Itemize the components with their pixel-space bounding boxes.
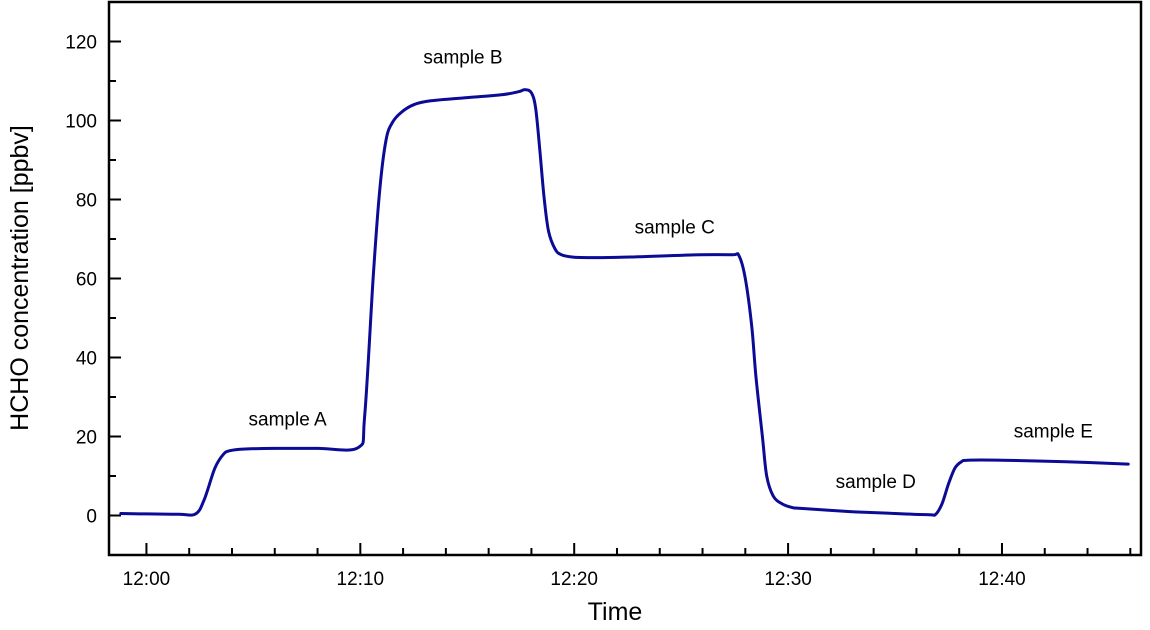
data-point [523,88,527,91]
data-point [928,513,931,516]
sample-annotation: sample C [635,217,715,238]
data-point [517,90,520,93]
data-point [560,253,563,256]
chart-marks: 12:00 12:10 12:20 12:30 12:40 0 20 40 60 80 100 120… [65,1,1132,590]
data-point [791,506,794,509]
x-tick-label: 12:30 [764,569,812,590]
data-point [966,459,969,462]
data-point [754,376,758,379]
data-point [799,507,803,510]
data-point [194,512,197,516]
data-point [538,150,542,154]
x-tick-label: 12:10 [337,569,385,590]
data-point [771,494,775,497]
y-tick-label: 100 [65,112,97,133]
data-point [934,513,937,516]
data-point [848,510,852,513]
series-line-hcho [119,88,1130,517]
data-point [947,482,950,486]
data-point [543,198,546,201]
data-point [412,103,415,106]
data-point [761,435,764,438]
data-point [384,139,388,142]
data-point [598,256,602,259]
data-point [953,466,957,470]
data-point [356,446,360,449]
y-tick-label: 120 [65,33,97,54]
data-point [547,229,550,233]
sample-annotation: sample B [423,48,502,69]
data-point [371,277,375,280]
sample-annotation: sample A [249,409,327,430]
data-point [466,96,469,99]
data-point [534,107,537,110]
data-point [378,190,381,193]
data-point [119,512,122,515]
data-point [213,466,217,470]
data-point [202,498,206,501]
data-point [145,512,148,516]
data-point [737,254,741,257]
y-tick-label: 80 [76,191,97,212]
data-point [744,277,747,280]
data-point [273,447,276,450]
y-tick-label: 40 [76,349,97,370]
data-point [960,460,963,463]
y-tick-label: 60 [76,270,97,291]
data-point [391,121,394,124]
data-point [363,415,366,418]
data-point [228,449,232,452]
data-point [1064,460,1068,463]
x-tick-label: 12:00 [123,569,171,590]
sample-annotation: sample D [836,472,916,493]
y-tick-label: 20 [76,428,97,449]
data-point [573,255,576,259]
data-point [222,453,225,456]
data-point [530,91,533,95]
data-point [500,93,503,97]
data-point [637,255,640,258]
data-point [893,512,897,515]
data-point [399,111,403,114]
y-tick-label: 0 [86,507,97,528]
y-axis-label: HCHO concentration [ppbv] [6,125,34,431]
x-tick-label: 12:40 [978,569,1026,590]
data-point [1000,459,1004,462]
data-point [1126,462,1130,466]
sample-annotation: sample E [1014,422,1093,443]
plot-frame [107,0,1143,557]
data-point [241,447,244,451]
data-point [699,253,702,256]
x-tick-label: 12:20 [550,569,598,590]
data-point [429,99,433,102]
data-point [731,253,734,256]
data-point [780,502,783,505]
data-point [553,247,557,251]
data-point [765,474,768,478]
data-point [316,447,319,450]
x-axis-label: Time [588,598,643,625]
data-point [940,502,944,505]
data-point [177,513,180,516]
data-point [750,324,753,328]
